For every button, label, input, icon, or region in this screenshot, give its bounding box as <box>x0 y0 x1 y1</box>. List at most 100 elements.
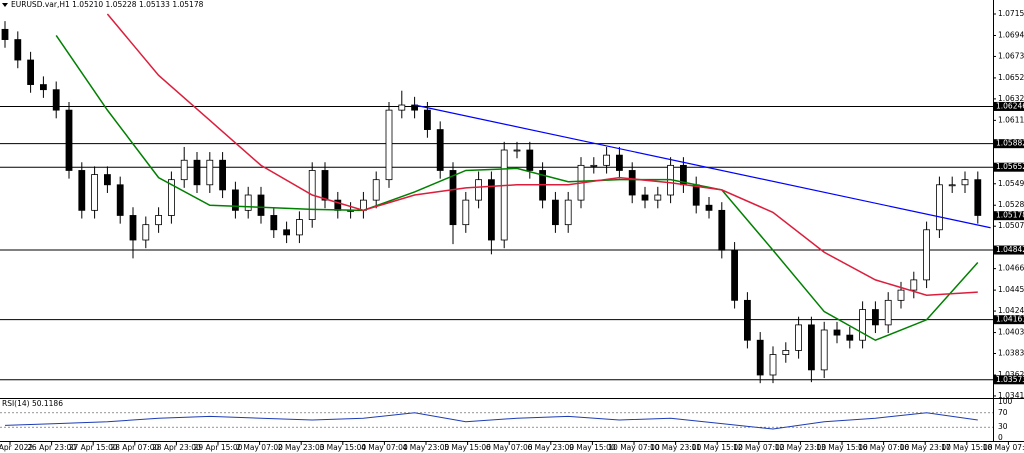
x-tick-label: 18 May 07:00 <box>983 443 1024 452</box>
level-label: 1.04161 <box>996 315 1024 324</box>
candle-body <box>923 229 930 281</box>
candle-body <box>1 28 9 40</box>
candle-body <box>449 170 457 226</box>
y-tick-label: 1.04035 <box>998 328 1024 337</box>
x-tick-label: 27 Apr 15:00 <box>69 443 118 452</box>
candle-body <box>295 219 303 236</box>
candle-body <box>590 164 598 167</box>
candle-body <box>462 199 470 226</box>
x-tick-label: 6 May 23:00 <box>527 443 574 452</box>
candle-body <box>884 299 892 326</box>
rsi-tick-label: 0 <box>998 433 1003 442</box>
candle-body <box>52 89 60 111</box>
candle-body <box>526 149 534 171</box>
candle-body <box>193 159 201 186</box>
last-price-label-bg <box>994 211 1024 221</box>
candle-body <box>40 84 47 91</box>
y-tick-label: 1.04660 <box>998 264 1024 273</box>
candle-body <box>283 229 291 236</box>
x-tick-label: 12 May 07:00 <box>733 443 785 452</box>
x-tick-label: 16 May 07:00 <box>858 443 910 452</box>
x-tick-label: 4 May 23:00 <box>403 443 450 452</box>
candle-body <box>487 179 495 241</box>
rsi-tick-label: 70 <box>998 408 1008 417</box>
x-tick-label: 28 Apr 07:00 <box>110 443 159 452</box>
candle-body <box>692 184 700 206</box>
x-tick-label: 2 May 07:00 <box>236 443 283 452</box>
candle-body <box>603 154 610 166</box>
y-tick-label: 1.06320 <box>998 94 1024 103</box>
candle-body <box>808 324 815 371</box>
candle-body <box>897 289 905 301</box>
x-tick-label: 26 Apr 2022 <box>0 443 33 452</box>
candle-body <box>500 149 508 241</box>
candle-body <box>257 194 265 216</box>
y-tick-label: 1.06735 <box>998 51 1024 60</box>
candle-body <box>846 334 854 341</box>
candle-body <box>129 215 137 241</box>
candle-body <box>423 109 431 130</box>
x-tick-label: 3 May 15:00 <box>319 443 366 452</box>
x-tick-label: 26 Apr 23:00 <box>27 443 76 452</box>
y-tick-label: 1.03830 <box>998 349 1024 358</box>
candle-body <box>705 204 713 211</box>
candle-body <box>782 350 790 355</box>
y-tick-label: 1.03415 <box>998 391 1024 400</box>
chart-title: EURUSD.var,H1 1.05210 1.05228 1.05133 1.… <box>11 0 204 9</box>
candle-body <box>744 299 751 341</box>
level-label: 1.04842 <box>996 245 1024 254</box>
trendline <box>414 104 991 229</box>
candle-body <box>616 154 623 171</box>
y-tick-label: 1.07150 <box>998 9 1024 18</box>
candle-body <box>155 215 163 226</box>
candle-body <box>513 149 521 152</box>
level-label-bg <box>994 101 1024 111</box>
y-tick-label: 1.03620 <box>998 370 1024 379</box>
level-label-bg <box>994 162 1024 172</box>
level-label-bg <box>994 139 1024 149</box>
x-tick-label: 17 May 15:00 <box>941 443 993 452</box>
candle-body <box>104 174 111 186</box>
candle-body <box>270 215 278 231</box>
candle-body <box>769 354 777 376</box>
x-tick-label: 16 May 23:00 <box>899 443 951 452</box>
candle-body <box>206 159 214 186</box>
level-label-bg <box>994 315 1024 325</box>
candle-body <box>321 170 329 201</box>
rsi-line <box>4 412 978 430</box>
candle-body <box>718 209 726 251</box>
candle-body <box>436 129 444 171</box>
candle-body <box>372 179 380 201</box>
menu-arrow[interactable] <box>2 3 8 7</box>
last-price-label: 1.05178 <box>996 211 1024 220</box>
x-tick-label: 11 May 15:00 <box>691 443 743 452</box>
candle-body <box>974 179 982 216</box>
rsi-tick-label: 30 <box>998 422 1008 431</box>
candle-body <box>219 159 227 191</box>
candle-body <box>948 184 956 187</box>
y-tick-label: 1.05280 <box>998 200 1024 209</box>
x-tick-label: 13 May 15:00 <box>816 443 868 452</box>
candle-body <box>552 199 559 226</box>
candle-body <box>961 179 969 186</box>
moving-average <box>55 35 979 342</box>
candle-body <box>859 309 866 341</box>
candle-body <box>167 179 175 216</box>
y-tick-label: 1.06940 <box>998 30 1024 39</box>
candle-body <box>385 109 393 181</box>
y-tick-label: 1.05490 <box>998 179 1024 188</box>
x-tick-label: 2 May 23:00 <box>278 443 325 452</box>
candle-body <box>142 224 150 241</box>
y-tick-label: 1.04245 <box>998 306 1024 315</box>
y-tick-label: 1.06525 <box>998 73 1024 82</box>
candle-body <box>731 249 738 301</box>
level-label: 1.05652 <box>996 162 1024 171</box>
level-label-bg <box>994 245 1024 255</box>
x-tick-label: 4 May 07:00 <box>361 443 408 452</box>
candle-body <box>398 104 406 111</box>
x-tick-label: 9 May 15:00 <box>569 443 616 452</box>
x-tick-label: 28 Apr 23:00 <box>152 443 201 452</box>
candle-body <box>231 189 239 211</box>
